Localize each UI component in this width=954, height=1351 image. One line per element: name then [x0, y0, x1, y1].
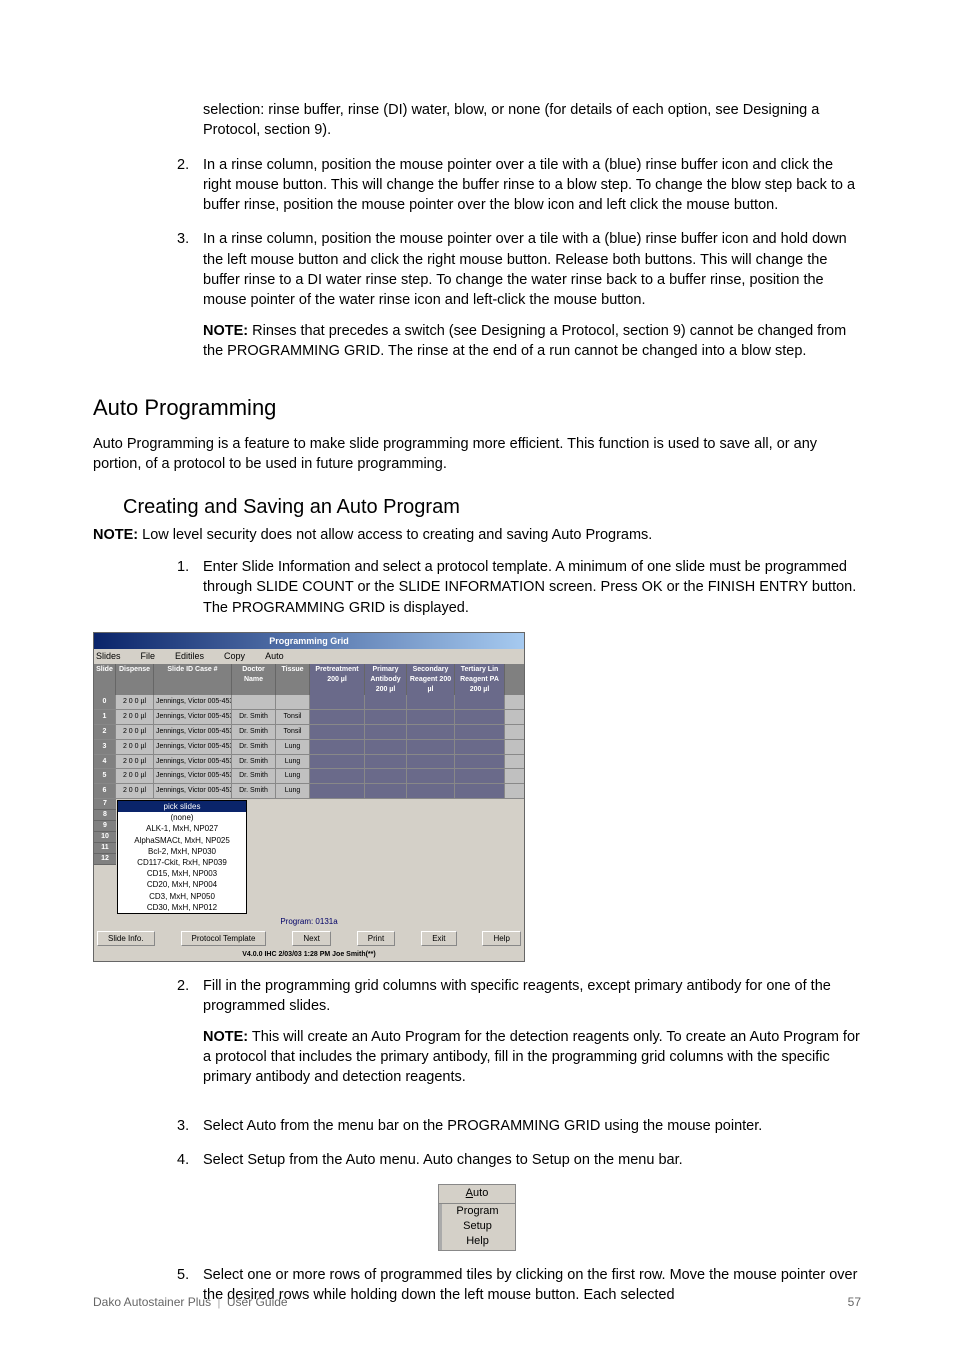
status-bar: Program: 0131a [94, 915, 524, 928]
menu-auto[interactable]: Auto [265, 650, 284, 663]
list-number: 3. [177, 1116, 203, 1136]
menu-file[interactable]: File [141, 650, 156, 663]
auto-menu-setup[interactable]: Setup [439, 1219, 514, 1234]
dropdown-option[interactable]: CD15, MxH, NP003 [121, 868, 243, 879]
protocol-template-button[interactable]: Protocol Template [181, 931, 267, 946]
note-label: NOTE: [203, 323, 248, 339]
footer-divider: | [217, 1295, 220, 1309]
row-number: 7 [94, 799, 116, 810]
auto-menu-header[interactable]: Auto [439, 1185, 514, 1202]
row-number: 9 [94, 821, 116, 832]
auto-menu: Auto Program Setup Help [438, 1184, 515, 1251]
dropdown-option[interactable]: CD117-Ckit, RxH, NP039 [121, 857, 243, 868]
text: Select Auto from the menu bar on the PRO… [203, 1118, 762, 1134]
table-row[interactable]: 12 0 0 µlJennings, Victor 005-4533 ADr. … [94, 710, 524, 725]
note-text: Rinses that precedes a switch (see Desig… [203, 323, 846, 359]
list-item: 3. Select Auto from the menu bar on the … [177, 1116, 861, 1136]
list-item: 2. Fill in the programming grid columns … [177, 976, 861, 1101]
row-number: 8 [94, 810, 116, 821]
section-body: Auto Programming is a feature to make sl… [93, 434, 861, 475]
help-button[interactable]: Help [482, 931, 520, 946]
list-item: 3. In a rinse column, position the mouse… [177, 229, 861, 375]
auto-menu-help[interactable]: Help [439, 1234, 514, 1249]
list-item: 1. Enter Slide Information and select a … [177, 557, 861, 618]
dropdown-selected: pick slides [118, 801, 246, 812]
auto-menu-program[interactable]: Program [439, 1204, 514, 1219]
list-item: selection: rinse buffer, rinse (DI) wate… [177, 100, 861, 141]
row-number: 11 [94, 843, 116, 854]
page-number: 57 [848, 1294, 861, 1311]
table-row[interactable]: 22 0 0 µlJennings, Victor 005-4533 ADr. … [94, 725, 524, 740]
note-label: NOTE: [203, 1029, 248, 1045]
footer-doc-type: User Guide [227, 1295, 288, 1309]
row-number: 10 [94, 832, 116, 843]
note-text: This will create an Auto Program for the… [203, 1029, 860, 1086]
row-number: 12 [94, 854, 116, 865]
subsection-heading: Creating and Saving an Auto Program [93, 493, 861, 521]
list-number: 2. [177, 976, 203, 1101]
dropdown-option[interactable]: (none) [121, 812, 243, 823]
list-item: 4. Select Setup from the Auto menu. Auto… [177, 1150, 861, 1170]
table-row[interactable]: 42 0 0 µlJennings, Victor 005-4533 BDr. … [94, 755, 524, 770]
list-number: 4. [177, 1150, 203, 1170]
list-item: 2. In a rinse column, position the mouse… [177, 155, 861, 216]
exit-button[interactable]: Exit [421, 931, 456, 946]
table-row[interactable]: 02 0 0 µlJennings, Victor 005-4533 A [94, 695, 524, 710]
note-text: Low level security does not allow access… [138, 527, 652, 543]
list-number: 3. [177, 229, 203, 375]
grid-header-row: Slide Dispense Slide ID Case # Doctor Na… [94, 664, 524, 695]
list-number: 2. [177, 155, 203, 216]
text: Select Setup from the Auto menu. Auto ch… [203, 1152, 683, 1168]
dropdown-option[interactable]: CD30, MxH, NP012 [121, 902, 243, 913]
section-heading: Auto Programming [93, 393, 861, 424]
text: In a rinse column, position the mouse po… [203, 157, 855, 214]
menu-slides[interactable]: Slides [96, 650, 121, 663]
slide-info-button[interactable]: Slide Info. [97, 931, 155, 946]
dropdown-option[interactable]: AlphaSMACt, MxH, NP025 [121, 835, 243, 846]
list-number: 1. [177, 557, 203, 618]
table-row[interactable]: 32 0 0 µlJennings, Victor 005-4533 BDr. … [94, 740, 524, 755]
programming-grid-window: Programming Grid Slides File Editiles Co… [93, 632, 525, 962]
table-row[interactable]: 52 0 0 µlJennings, Victor 005-4533 BDr. … [94, 769, 524, 784]
text: Fill in the programming grid columns wit… [203, 978, 831, 1014]
table-row[interactable]: 62 0 0 µlJennings, Victor 005-4533 BDr. … [94, 784, 524, 799]
dropdown-option[interactable]: Bcl-2, MxH, NP030 [121, 846, 243, 857]
status-footer: V4.0.0 IHC 2/03/03 1:28 PM Joe Smith(**) [94, 949, 524, 961]
window-title: Programming Grid [94, 633, 524, 650]
dropdown-option[interactable]: CD20, MxH, NP004 [121, 879, 243, 890]
menu-bar: Slides File Editiles Copy Auto [94, 649, 524, 664]
text: Enter Slide Information and select a pro… [203, 559, 856, 616]
page-footer: Dako Autostainer Plus | User Guide 57 [93, 1294, 861, 1311]
print-button[interactable]: Print [357, 931, 395, 946]
pick-slides-dropdown[interactable]: pick slides (none)ALK-1, MxH, NP027Alpha… [117, 800, 247, 914]
button-bar: Slide Info. Protocol Template Next Print… [94, 928, 524, 949]
dropdown-option[interactable]: ALK-1, MxH, NP027 [121, 823, 243, 834]
menu-editiles[interactable]: Editiles [175, 650, 204, 663]
footer-product: Dako Autostainer Plus [93, 1295, 211, 1309]
menu-copy[interactable]: Copy [224, 650, 245, 663]
text: selection: rinse buffer, rinse (DI) wate… [203, 102, 819, 138]
dropdown-option[interactable]: CD3, MxH, NP050 [121, 891, 243, 902]
text: In a rinse column, position the mouse po… [203, 231, 847, 308]
next-button[interactable]: Next [292, 931, 330, 946]
note-label: NOTE: [93, 527, 138, 543]
